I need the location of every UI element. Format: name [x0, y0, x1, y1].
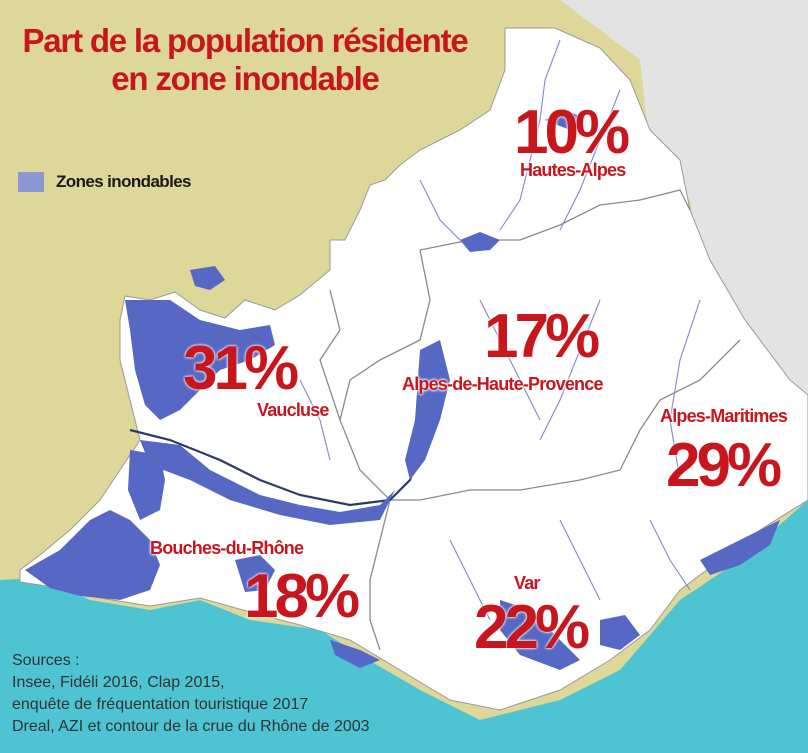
legend: Zones inondables	[18, 172, 192, 192]
percent-vaucluse: 31%	[183, 334, 299, 403]
dept-label-vaucluse: Vaucluse	[257, 400, 329, 420]
region-paca	[19, 27, 808, 711]
dept-label-alpes-maritimes: Alpes-Maritimes	[660, 406, 788, 426]
map-title: Part de la population résidente en zone …	[0, 22, 490, 98]
sources-line2: enquête de fréquentation touristique 201…	[12, 696, 309, 713]
flood-zones	[25, 110, 780, 670]
dept-label-bouches-du-rhone: Bouches-du-Rhône	[150, 538, 304, 558]
percent-bouches-du-rhone: 18%	[244, 562, 360, 631]
neighbor-country	[560, 0, 808, 420]
sources-line1: Insee, Fidéli 2016, Clap 2015,	[12, 674, 225, 691]
map-title-line1: Part de la population résidente	[22, 22, 468, 59]
sources: Sources : Insee, Fidéli 2016, Clap 2015,…	[12, 650, 370, 738]
rivers	[299, 39, 701, 621]
percent-hautes-alpes: 10%	[514, 98, 630, 167]
sources-heading: Sources :	[12, 652, 80, 669]
dept-label-alpes-de-haute-provence: Alpes-de-Haute-Provence	[402, 374, 603, 394]
percent-var: 22%	[474, 593, 590, 662]
legend-swatch	[18, 172, 44, 192]
dept-label-var: Var	[514, 573, 540, 593]
percent-alpes-maritimes: 29%	[666, 431, 782, 500]
sea	[0, 500, 808, 753]
percent-alpes-de-haute-provence: 17%	[484, 302, 600, 371]
dept-label-hautes-alpes: Hautes-Alpes	[520, 160, 626, 180]
legend-label: Zones inondables	[56, 172, 192, 191]
sources-line3: Dreal, AZI et contour de la crue du Rhôn…	[12, 718, 370, 735]
map-title-line2: en zone inondable	[111, 60, 380, 97]
